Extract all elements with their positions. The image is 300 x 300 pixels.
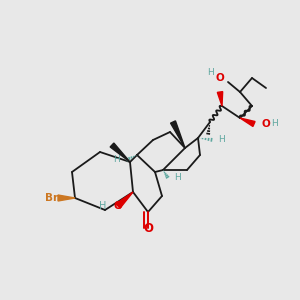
- Polygon shape: [217, 92, 223, 106]
- Text: O: O: [261, 119, 270, 129]
- Text: O: O: [216, 73, 224, 82]
- Polygon shape: [240, 118, 255, 127]
- Text: H: H: [174, 173, 180, 182]
- Polygon shape: [58, 195, 75, 201]
- Polygon shape: [116, 192, 133, 208]
- Polygon shape: [110, 143, 130, 162]
- Text: H: H: [218, 136, 225, 145]
- Text: H: H: [99, 201, 106, 211]
- Text: O: O: [114, 201, 122, 211]
- Text: H: H: [113, 155, 120, 164]
- Text: Br: Br: [45, 193, 58, 203]
- Text: H: H: [271, 119, 278, 128]
- Text: H: H: [207, 68, 214, 77]
- Polygon shape: [170, 121, 185, 148]
- Text: O: O: [143, 221, 153, 235]
